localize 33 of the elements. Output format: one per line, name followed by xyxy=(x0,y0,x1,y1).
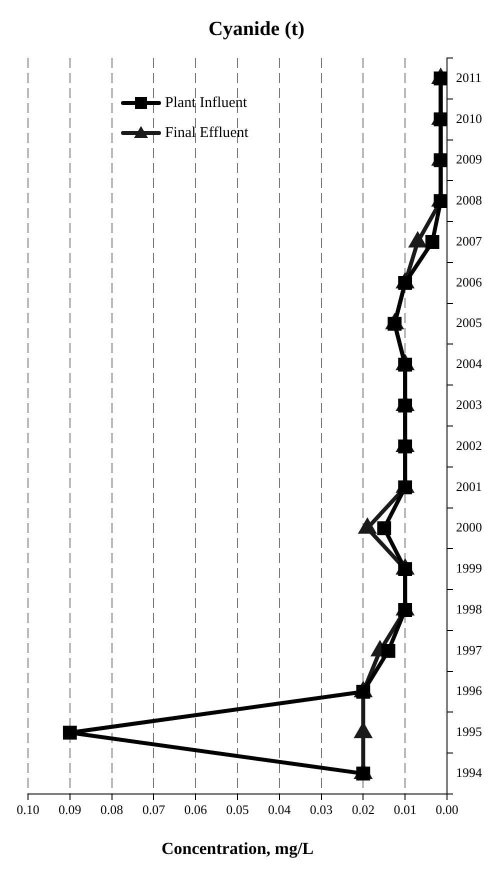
x-tick-label: 0.04 xyxy=(268,802,292,818)
x-tick-label: 0.10 xyxy=(16,802,40,818)
x-tick-label: 0.08 xyxy=(100,802,124,818)
x-tick-label: 0.00 xyxy=(436,802,458,818)
y-tick-label: 2009 xyxy=(456,152,482,167)
x-tick-label: 0.09 xyxy=(58,802,82,818)
y-tick-label: 2007 xyxy=(456,233,482,248)
y-tick-label: 2000 xyxy=(456,520,482,535)
y-tick-label: 2010 xyxy=(456,110,482,126)
y-tick-label: 2005 xyxy=(456,315,482,330)
y-tick-label: 1994 xyxy=(456,764,482,780)
y-tick-label: 1998 xyxy=(456,601,482,616)
y-tick-label: 2011 xyxy=(456,70,482,85)
y-tick-label: 2008 xyxy=(456,192,482,208)
x-tick-label: 0.05 xyxy=(226,802,249,818)
x-tick-label: 0.02 xyxy=(352,802,375,818)
legend-label: Final Effluent xyxy=(165,124,250,141)
y-tick-label: 1996 xyxy=(456,683,482,698)
y-tick-label: 2002 xyxy=(456,438,482,453)
chart-title: Cyanide (t) xyxy=(208,18,305,40)
x-tick-label: 0.06 xyxy=(184,802,208,818)
y-tick-label: 2001 xyxy=(456,478,482,494)
x-axis-title: Concentration, mg/L xyxy=(161,839,314,858)
y-tick-label: 2006 xyxy=(456,274,482,290)
x-tick-label: 0.03 xyxy=(310,802,333,818)
legend-label: Plant Influent xyxy=(165,94,248,111)
y-tick-label: 1995 xyxy=(456,724,482,740)
x-tick-label: 0.01 xyxy=(394,802,416,818)
y-tick-label: 2003 xyxy=(456,396,482,412)
x-tick-label: 0.07 xyxy=(142,802,166,818)
y-tick-label: 1999 xyxy=(456,560,482,576)
y-tick-label: 2004 xyxy=(456,356,482,372)
y-tick-label: 1997 xyxy=(456,642,482,658)
